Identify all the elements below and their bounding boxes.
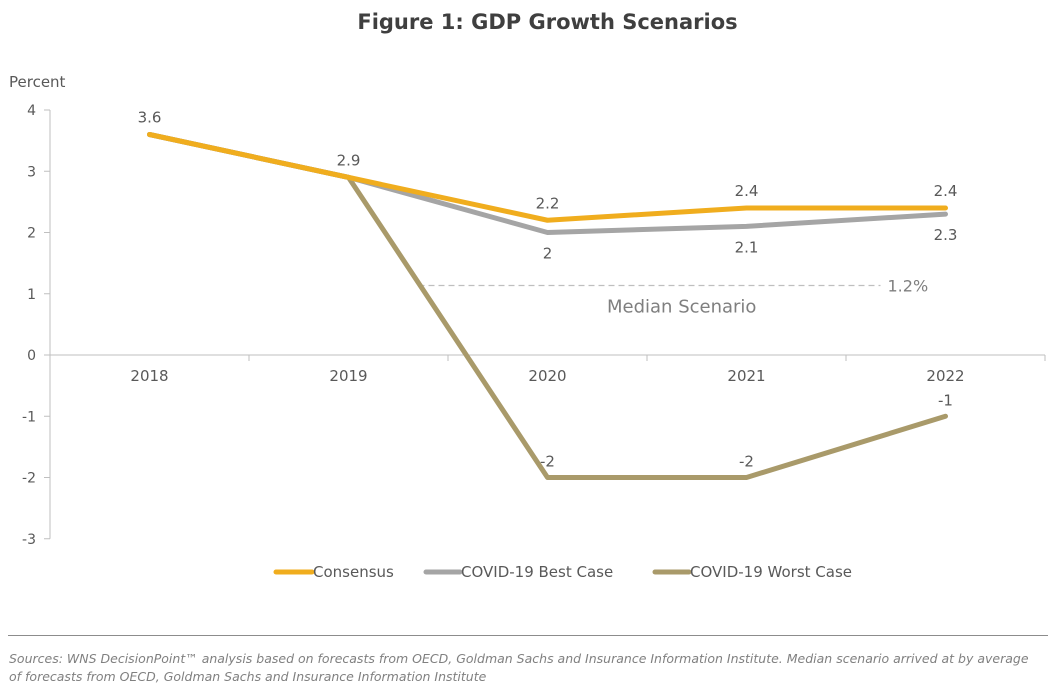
data-label-best-case: 2.3	[934, 226, 958, 244]
legend-label-2: COVID-19 Worst Case	[690, 563, 852, 581]
series-line-2	[147, 132, 948, 480]
y-tick-label: 2	[27, 226, 36, 242]
legend-label-0: Consensus	[313, 563, 394, 581]
chart-title: Figure 1: GDP Growth Scenarios	[357, 10, 738, 34]
x-tick-label: 2020	[528, 367, 566, 385]
data-label-consensus: 3.6	[138, 109, 162, 127]
legend-label-1: COVID-19 Best Case	[461, 563, 613, 581]
data-label-worst-case: -2	[540, 453, 555, 471]
median-scenario-label: Median Scenario	[607, 297, 756, 318]
data-label-worst-case: -1	[938, 391, 953, 409]
data-label-consensus: 2.4	[735, 182, 759, 200]
data-label-worst-case: -2	[739, 453, 754, 471]
footer-divider	[8, 635, 1048, 636]
data-label-consensus: 2.9	[337, 151, 361, 169]
y-tick-label: -2	[22, 471, 36, 487]
y-tick-label: -1	[22, 409, 36, 425]
y-tick-label: 3	[27, 164, 36, 180]
data-label-consensus: 2.4	[934, 182, 958, 200]
y-tick-label: 4	[27, 103, 36, 119]
median-value-label: 1.2%	[888, 277, 929, 296]
y-tick-label: 1	[27, 287, 36, 303]
source-note: Sources: WNS DecisionPoint™ analysis bas…	[9, 651, 1029, 684]
x-tick-label: 2018	[130, 367, 168, 385]
y-tick-label: -3	[22, 532, 36, 548]
data-label-best-case: 2	[543, 245, 553, 263]
x-tick-label: 2019	[329, 367, 367, 385]
x-tick-label: 2022	[926, 367, 964, 385]
y-tick-label: 0	[27, 348, 36, 364]
x-tick-label: 2021	[727, 367, 765, 385]
y-axis-label: Percent	[9, 73, 66, 91]
series-line-0	[147, 132, 948, 223]
data-label-consensus: 2.2	[536, 194, 560, 212]
data-label-best-case: 2.1	[735, 238, 759, 256]
